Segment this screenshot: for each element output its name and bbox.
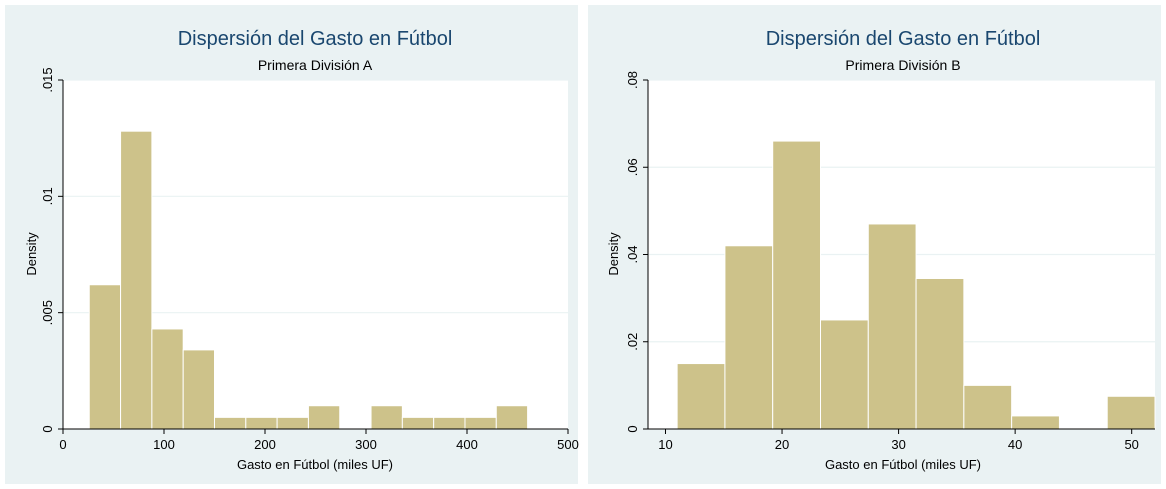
y-tick-label: 0	[40, 425, 55, 432]
x-axis-label: Gasto en Fútbol (miles UF)	[237, 457, 393, 472]
y-tick-label: .08	[625, 71, 640, 89]
y-tick-label: .01	[40, 187, 55, 205]
histogram-bar	[724, 245, 774, 430]
bars	[676, 140, 1156, 430]
y-tick-label: .02	[625, 333, 640, 351]
x-tick-label: 0	[59, 437, 66, 452]
histogram-panel-division-b: 0 .02 .04 .06 .08 10 20 30 40 50 Dispersión del G…	[588, 5, 1161, 484]
histogram-bar	[915, 277, 965, 430]
histogram-bar	[963, 384, 1013, 430]
y-tick-label: .015	[40, 67, 55, 92]
histogram-bar	[676, 363, 726, 430]
x-tick-label: 20	[775, 437, 789, 452]
histogram-bar	[1106, 395, 1156, 430]
histogram-bar	[120, 130, 153, 430]
histogram-bar	[1011, 415, 1060, 430]
histogram-bar	[867, 223, 917, 430]
y-tick-label: .06	[625, 158, 640, 176]
y-tick-label: .04	[625, 245, 640, 263]
x-tick-label: 100	[153, 437, 175, 452]
x-tick-label: 300	[355, 437, 377, 452]
x-axis-label: Gasto en Fútbol (miles UF)	[825, 457, 981, 472]
histogram-bar	[819, 319, 869, 430]
histogram-bar	[307, 405, 341, 430]
histogram-panel-division-a: 0 .005 .01 .015 0 100 200 300 400 500 Dispersión …	[5, 5, 579, 484]
histogram-bar	[88, 284, 122, 430]
histogram-bar	[433, 416, 466, 430]
chart-subtitle: Primera División B	[845, 57, 960, 73]
x-tick-label: 40	[1008, 437, 1022, 452]
x-tick-label: 10	[658, 437, 672, 452]
ticks: 0 .02 .04 .06 .08 10 20 30 40 50	[625, 71, 1139, 452]
histogram-bar	[151, 328, 184, 430]
x-tick-label: 400	[456, 437, 478, 452]
chart-title: Dispersión del Gasto en Fútbol	[178, 28, 453, 50]
y-tick-label: 0	[625, 425, 640, 432]
histogram-bar	[370, 405, 403, 430]
chart-subtitle: Primera División A	[258, 57, 373, 73]
histogram-bar	[214, 416, 247, 430]
y-tick-label: .005	[40, 300, 55, 325]
y-axis-label: Density	[606, 232, 621, 276]
x-tick-label: 30	[891, 437, 905, 452]
histogram-bar	[182, 349, 216, 430]
histogram-bar	[772, 140, 821, 430]
chart-title: Dispersión del Gasto en Fútbol	[766, 28, 1041, 50]
bars	[88, 130, 529, 430]
y-axis-label: Density	[24, 232, 39, 276]
histogram-bar	[464, 416, 497, 430]
histogram-bar	[495, 405, 529, 430]
x-tick-label: 500	[557, 437, 579, 452]
histogram-bar	[276, 416, 309, 430]
histogram-bar	[401, 416, 435, 430]
x-tick-label: 50	[1124, 437, 1138, 452]
histogram-bar	[245, 416, 278, 430]
x-tick-label: 200	[254, 437, 276, 452]
ticks: 0 .005 .01 .015 0 100 200 300 400 500	[40, 67, 579, 452]
